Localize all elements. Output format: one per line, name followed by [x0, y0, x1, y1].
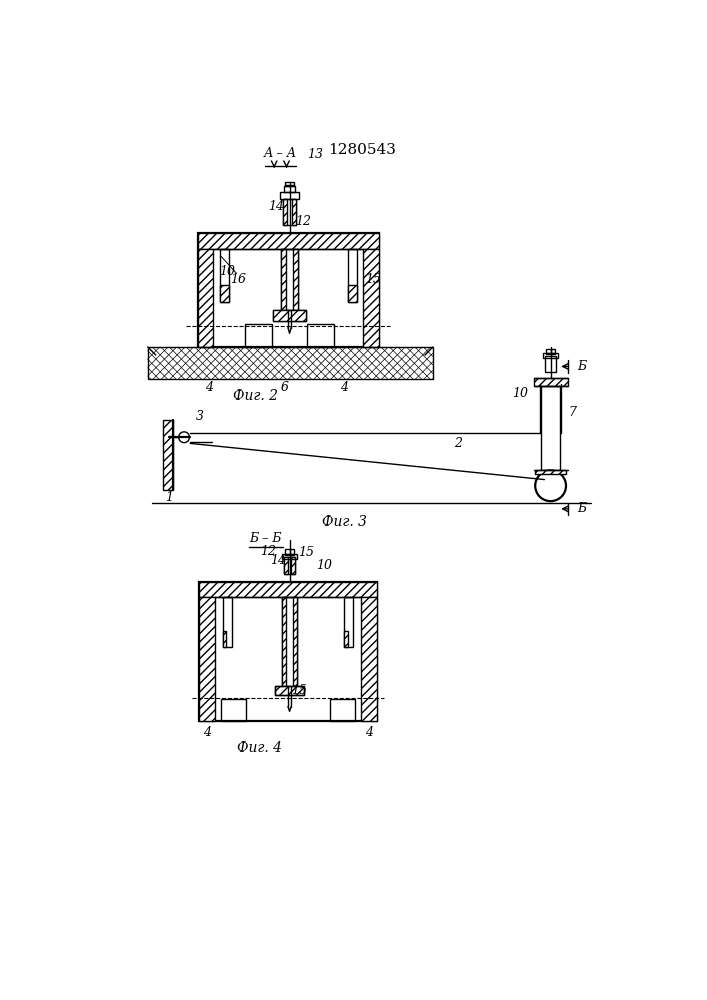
Text: 15: 15: [298, 546, 315, 559]
Bar: [223, 597, 232, 647]
Text: 14: 14: [270, 554, 286, 567]
Text: 6: 6: [281, 381, 289, 394]
Bar: [275, 686, 304, 695]
Text: 4: 4: [206, 381, 214, 394]
Bar: [198, 233, 379, 249]
Bar: [245, 324, 272, 347]
Text: 4: 4: [365, 726, 373, 739]
Bar: [163, 420, 173, 490]
Bar: [221, 699, 246, 721]
Bar: [308, 324, 334, 347]
Bar: [198, 233, 379, 347]
Text: 13: 13: [307, 148, 323, 161]
Text: 12: 12: [260, 545, 276, 558]
Bar: [219, 249, 229, 302]
Bar: [534, 378, 568, 386]
Text: 4: 4: [203, 726, 211, 739]
Bar: [274, 310, 305, 321]
Bar: [291, 557, 295, 574]
Bar: [344, 631, 348, 647]
Text: Фиг. 3: Фиг. 3: [322, 515, 367, 529]
Text: Фиг. 4: Фиг. 4: [237, 741, 282, 755]
Bar: [281, 192, 299, 199]
Bar: [223, 631, 226, 647]
Bar: [284, 557, 288, 574]
Text: 1280543: 1280543: [328, 143, 396, 157]
Bar: [275, 686, 304, 695]
Bar: [293, 249, 298, 310]
Bar: [348, 285, 357, 302]
Text: 7: 7: [568, 406, 576, 419]
Bar: [284, 199, 287, 225]
Bar: [199, 582, 377, 721]
Text: 1: 1: [165, 491, 173, 504]
Bar: [199, 597, 215, 721]
Bar: [284, 557, 295, 574]
Text: Фиг. 2: Фиг. 2: [233, 389, 278, 403]
Bar: [293, 597, 297, 686]
Text: 10: 10: [512, 387, 528, 400]
Bar: [219, 285, 229, 302]
Text: Б: Б: [577, 360, 586, 373]
Text: Б – Б: Б – Б: [250, 532, 282, 545]
Text: 10: 10: [316, 559, 332, 572]
Bar: [198, 249, 214, 347]
Text: 15: 15: [365, 273, 381, 286]
Text: 15: 15: [291, 684, 307, 697]
Bar: [344, 597, 354, 647]
Bar: [542, 386, 560, 470]
Text: 3: 3: [197, 410, 204, 423]
Bar: [284, 186, 295, 192]
Bar: [292, 199, 296, 225]
Text: 14: 14: [269, 200, 284, 213]
Bar: [281, 249, 286, 310]
Bar: [282, 597, 286, 686]
Bar: [285, 549, 294, 555]
Bar: [543, 353, 559, 358]
Text: 2: 2: [454, 437, 462, 450]
Text: 4: 4: [340, 381, 349, 394]
Bar: [348, 249, 357, 302]
Bar: [148, 347, 433, 379]
Bar: [282, 597, 297, 686]
Text: Б: Б: [577, 502, 586, 515]
Bar: [285, 182, 294, 186]
Bar: [282, 554, 297, 559]
Bar: [535, 470, 566, 474]
Bar: [545, 356, 556, 372]
Text: 12: 12: [296, 215, 311, 228]
Bar: [281, 249, 298, 310]
Bar: [546, 349, 555, 354]
Bar: [284, 199, 296, 225]
Bar: [363, 249, 379, 347]
Bar: [361, 597, 377, 721]
Text: А – А: А – А: [264, 147, 297, 160]
Bar: [274, 310, 305, 321]
Bar: [148, 347, 433, 379]
Text: 16: 16: [230, 273, 246, 286]
Text: 10: 10: [219, 265, 235, 278]
Bar: [199, 582, 377, 597]
Bar: [330, 699, 355, 721]
